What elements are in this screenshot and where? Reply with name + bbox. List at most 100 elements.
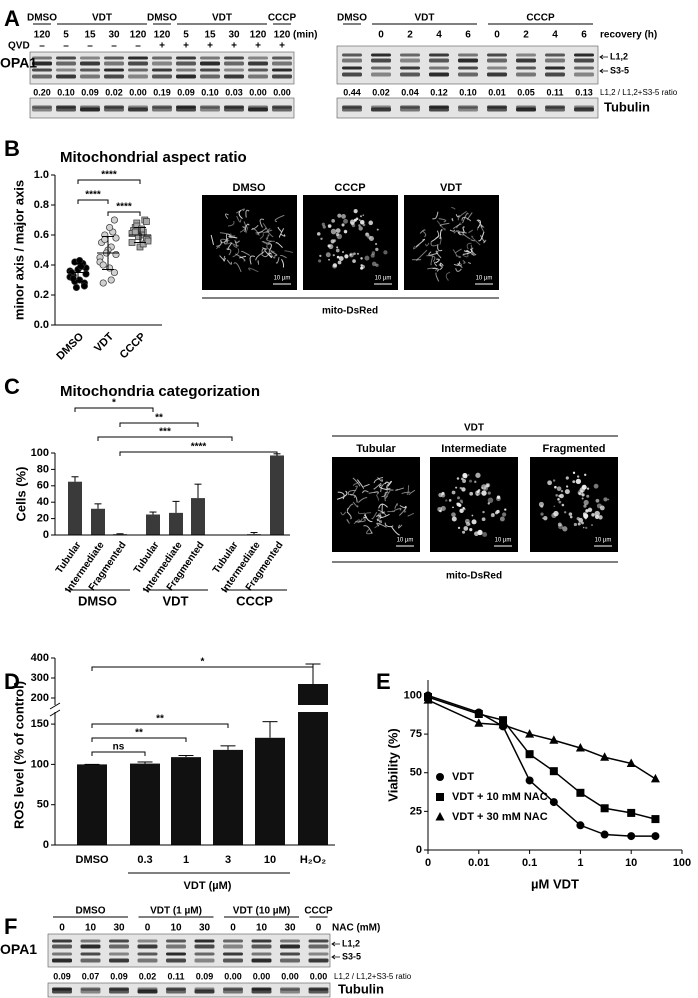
- mitochondrion: [262, 240, 272, 244]
- mitochondrion: [357, 511, 366, 515]
- data-point: [525, 729, 535, 738]
- blot-band: [200, 74, 220, 79]
- mitochondrion: [564, 489, 570, 495]
- blot-band: [400, 66, 420, 70]
- y-axis-title: minor axis / major axis: [11, 180, 26, 320]
- mitochondrion: [328, 258, 330, 261]
- blot-band: [80, 74, 100, 79]
- ratio-value: 0.10: [201, 87, 219, 97]
- y-tick-label: 100: [31, 758, 49, 770]
- blot-band: [224, 74, 244, 79]
- data-point: [576, 821, 585, 830]
- mitochondrion: [223, 255, 227, 262]
- blot-band: [52, 939, 72, 943]
- mitochondrion: [481, 517, 486, 522]
- mitochondrion: [455, 248, 462, 254]
- mitochondrion: [224, 213, 229, 220]
- mitochondrion: [594, 514, 600, 519]
- blot-band: [487, 66, 507, 70]
- mitochondrion: [496, 495, 501, 499]
- nac-label: 0: [316, 923, 322, 934]
- mitochondrion: [470, 247, 477, 256]
- mitochondrion: [466, 212, 473, 220]
- data-point: [72, 283, 80, 292]
- significance-label: ****: [85, 190, 101, 201]
- blot-band: [176, 107, 196, 112]
- blot-band: [272, 107, 292, 112]
- ratio-value: 0.10: [459, 87, 477, 97]
- mitochondrion: [363, 525, 373, 534]
- time-unit: (min): [293, 30, 317, 41]
- blot-band: [224, 107, 244, 112]
- mitochondrion: [457, 211, 467, 221]
- data-point: [80, 282, 88, 290]
- mitochondrion: [239, 255, 247, 259]
- mitochondrion: [366, 528, 373, 535]
- mitochondrion: [352, 482, 359, 486]
- mitochondrion: [572, 480, 576, 484]
- x-tick-label: 100: [673, 857, 691, 869]
- mitochondrion: [487, 502, 490, 505]
- mitochondrion: [227, 220, 235, 227]
- mitochondrion: [553, 505, 556, 508]
- mitochondrion: [415, 238, 426, 248]
- legend-marker: [435, 812, 445, 821]
- mitochondrion: [374, 518, 381, 529]
- ratio-value: 0.02: [372, 87, 390, 97]
- blot-band: [251, 952, 272, 956]
- blot-band: [545, 107, 565, 112]
- nac-label: 10: [170, 923, 182, 934]
- mitochondrion: [543, 515, 548, 521]
- x-tick-label: H₂O₂: [300, 854, 326, 866]
- y-tick-label: 80: [37, 463, 49, 475]
- x-tick-label: 0.3: [137, 854, 152, 866]
- significance-bracket: [97, 436, 233, 441]
- mitochondrion: [239, 226, 246, 233]
- mitochondrion: [394, 503, 398, 509]
- mitochondrion: [393, 508, 402, 512]
- mitochondrion: [399, 506, 407, 516]
- mitochondrion: [332, 263, 338, 269]
- mitochondrion: [368, 235, 374, 241]
- y-tick-label: 75: [410, 728, 422, 740]
- y-tick-label: 60: [37, 480, 49, 492]
- time-label: 120: [274, 30, 291, 41]
- blot-band: [458, 72, 478, 77]
- significance-label: *: [112, 398, 116, 409]
- blot-band: [371, 107, 391, 112]
- blot-band: [109, 939, 129, 943]
- y-tick-label: 25: [410, 805, 422, 817]
- mitochondrion: [362, 214, 365, 216]
- mitochondrion: [406, 485, 410, 495]
- ratio-value: 0.04: [401, 87, 419, 97]
- blot-band: [342, 53, 362, 57]
- mitochondrion: [540, 505, 544, 508]
- blot-band: [223, 958, 243, 963]
- blot-band: [176, 74, 196, 79]
- image-label: Intermediate: [441, 443, 506, 455]
- ratio-value: 0.09: [81, 87, 99, 97]
- nac-label: 10: [85, 923, 97, 934]
- y-tick-label: 0: [43, 529, 49, 541]
- blot-band: [248, 107, 268, 112]
- ratio-value: 0.12: [430, 87, 448, 97]
- mitochondrion: [462, 530, 466, 534]
- mitochondrion: [363, 483, 370, 488]
- blot-band: [458, 107, 478, 112]
- blot-band: [574, 53, 594, 57]
- arrow: [331, 941, 340, 960]
- mitochondrion: [422, 230, 427, 238]
- blot-band: [308, 989, 329, 994]
- ratio-value: 0.00: [249, 87, 267, 97]
- mitochondrion: [426, 255, 436, 262]
- blot-band: [80, 56, 100, 60]
- mitochondrion: [603, 497, 608, 502]
- mitochondrion: [336, 490, 348, 500]
- loading-label: Tubulin: [338, 981, 384, 996]
- mitochondrion: [357, 497, 368, 503]
- x-tick-label: 3: [225, 854, 231, 866]
- blot-band: [166, 939, 186, 943]
- blot-band: [200, 68, 220, 72]
- bar: [270, 455, 284, 535]
- data-point: [575, 743, 585, 752]
